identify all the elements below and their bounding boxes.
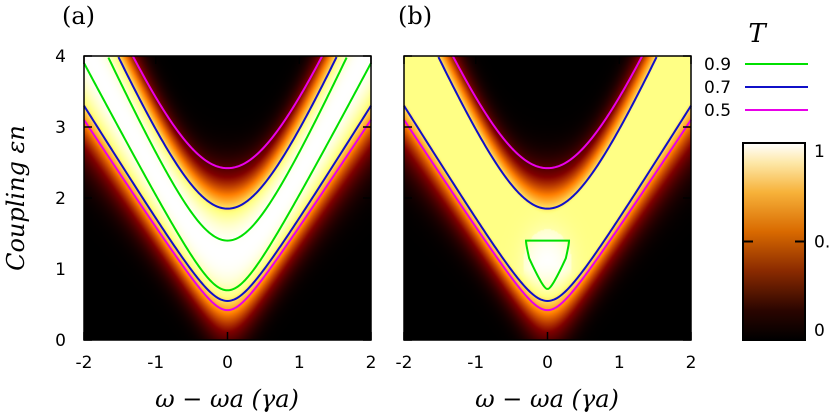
x-axis-label-a: ω − ωa (γa) <box>155 385 299 413</box>
panel-b: -2 -1 0 1 2 (b) ω − ωa (γa) <box>396 2 697 413</box>
contours-b <box>403 55 692 312</box>
legend: T 0.9 0.7 0.5 <box>704 19 808 121</box>
contour-a-T0.5-upper <box>131 55 324 170</box>
legend-label-1: 0.7 <box>704 78 731 98</box>
y-tick-label-2: 2 <box>55 189 66 209</box>
colorbar: 10.50 <box>742 142 830 341</box>
contour-a-T0.9-upper <box>107 57 348 242</box>
x-tick-label-a-2: 0 <box>222 353 233 373</box>
panel-label-a: (a) <box>62 2 95 30</box>
x-tick-label-a-3: 1 <box>294 353 305 373</box>
contour-b-T0.7-upper <box>437 56 658 210</box>
legend-entries: 0.9 0.7 0.5 <box>704 55 808 121</box>
legend-label-0: 0.9 <box>704 55 731 75</box>
contour-a-T0.7-lower <box>83 105 372 302</box>
y-tick-label-0: 0 <box>55 331 66 351</box>
x-tick-label-b-1: -1 <box>467 353 484 373</box>
contours-a <box>83 55 372 312</box>
y-axis-label: Coupling εn <box>2 125 30 271</box>
legend-label-2: 0.5 <box>704 101 731 121</box>
y-tick-label-3: 3 <box>55 118 66 138</box>
colorbar-tick-label-2: 0 <box>814 321 825 341</box>
heatmap-a <box>84 56 371 340</box>
ticks-b: -2 -1 0 1 2 <box>396 55 697 373</box>
x-tick-label-b-4: 2 <box>686 353 697 373</box>
x-tick-label-a-0: -2 <box>76 353 93 373</box>
heatmap-b <box>404 56 691 340</box>
contour-a-T0.5-lower <box>83 119 372 312</box>
x-tick-label-b-0: -2 <box>396 353 413 373</box>
legend-title: T <box>748 19 767 49</box>
x-tick-label-b-3: 1 <box>614 353 625 373</box>
contour-a-T0.9-lower <box>83 62 372 292</box>
colorbar-ticks: 10.50 <box>743 142 830 341</box>
y-tick-label-1: 1 <box>55 260 66 280</box>
x-tick-label-a-4: 2 <box>366 353 377 373</box>
x-axis-label-b: ω − ωa (γa) <box>475 385 619 413</box>
x-tick-label-b-2: 0 <box>542 353 553 373</box>
colorbar-tick-label-1: 0.5 <box>814 233 830 253</box>
contour-a-T0.7-upper <box>117 56 338 210</box>
colorbar-tick-label-0: 1 <box>814 142 825 162</box>
y-tick-label-4: 4 <box>55 47 66 67</box>
panel-label-b: (b) <box>398 2 432 30</box>
ticks-a: -2 -1 0 1 2 0 1 2 3 4 <box>55 47 376 373</box>
contour-b-T0.5-upper <box>451 55 644 170</box>
contour-b-T0.9-loop <box>524 239 571 290</box>
x-tick-label-a-1: -1 <box>147 353 164 373</box>
contour-b-T0.7-lower <box>403 105 692 302</box>
contour-b-T0.5-lower <box>403 119 692 312</box>
panel-a: -2 -1 0 1 2 0 1 2 3 4 (a) Coupling εn ω − ωa (γa) <box>2 2 376 413</box>
